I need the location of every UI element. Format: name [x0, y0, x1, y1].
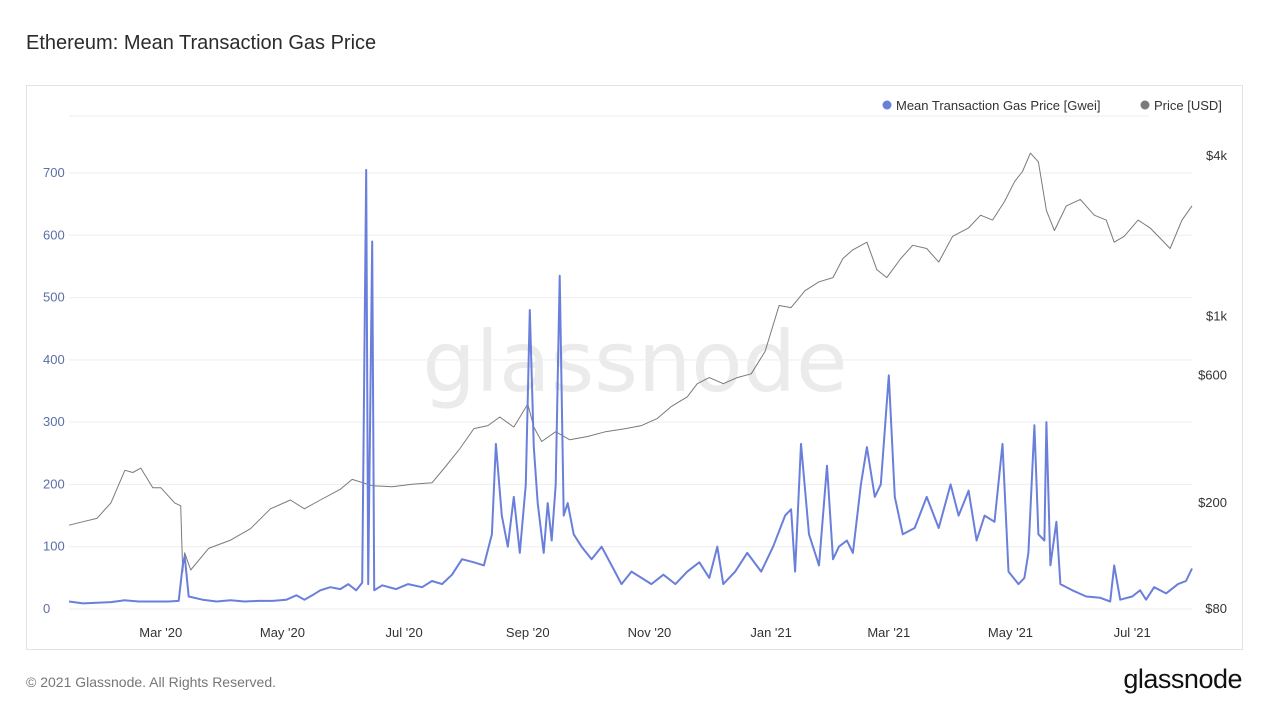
- x-ticks: Mar '20 May '20 Jul '20 Sep '20 Nov '20 Jan '…: [139, 625, 1150, 640]
- gridlines: [69, 115, 1192, 610]
- x-tick-label: Sep '20: [506, 625, 550, 640]
- x-tick-label: Jul '21: [1114, 625, 1151, 640]
- x-tick-label: Jan '21: [750, 625, 792, 640]
- price-usd-line[interactable]: [68, 152, 1193, 573]
- x-tick-label: Mar '20: [139, 625, 182, 640]
- x-tick-label: May '20: [260, 625, 305, 640]
- y-right-tick-label: $200: [1198, 495, 1227, 510]
- legend: Mean Transaction Gas Price [Gwei] Price […: [882, 98, 1222, 113]
- chart-panel: glassnode 0 100 200 300 400 500 600 700 $80 $200…: [26, 85, 1243, 650]
- y-left-tick-label: 0: [43, 601, 50, 616]
- y-left-tick-label: 500: [43, 290, 65, 305]
- y-left-tick-label: 600: [43, 227, 65, 242]
- y-right-tick-label: $4k: [1206, 148, 1227, 163]
- x-tick-label: Jul '20: [386, 625, 423, 640]
- page-title: Ethereum: Mean Transaction Gas Price: [26, 32, 377, 54]
- legend-label[interactable]: Mean Transaction Gas Price [Gwei]: [896, 98, 1100, 113]
- x-tick-label: Nov '20: [628, 625, 672, 640]
- y-left-tick-label: 100: [43, 539, 65, 554]
- legend-swatch: [882, 100, 892, 110]
- y-left-tick-label: 400: [43, 352, 65, 367]
- y-right-ticks: $80 $200 $600 $1k $4k: [1198, 148, 1227, 616]
- series-lines: [68, 152, 1193, 605]
- y-right-tick-label: $1k: [1206, 309, 1227, 324]
- watermark: glassnode: [422, 313, 847, 411]
- chart-svg[interactable]: glassnode 0 100 200 300 400 500 600 700 $80 $200…: [27, 86, 1242, 649]
- y-left-tick-label: 700: [43, 165, 65, 180]
- y-left-ticks: 0 100 200 300 400 500 600 700: [43, 165, 65, 616]
- legend-label[interactable]: Price [USD]: [1154, 98, 1222, 113]
- x-tick-label: Mar '21: [867, 625, 910, 640]
- x-tick-label: May '21: [988, 625, 1033, 640]
- y-left-tick-label: 200: [43, 476, 65, 491]
- glassnode-logo[interactable]: glassnode: [1123, 664, 1242, 694]
- y-left-tick-label: 300: [43, 414, 65, 429]
- legend-swatch: [1140, 100, 1150, 110]
- y-right-tick-label: $80: [1205, 601, 1227, 616]
- copyright-text: © 2021 Glassnode. All Rights Reserved.: [26, 674, 277, 690]
- gas-price-line[interactable]: [68, 168, 1193, 605]
- y-right-tick-label: $600: [1198, 368, 1227, 383]
